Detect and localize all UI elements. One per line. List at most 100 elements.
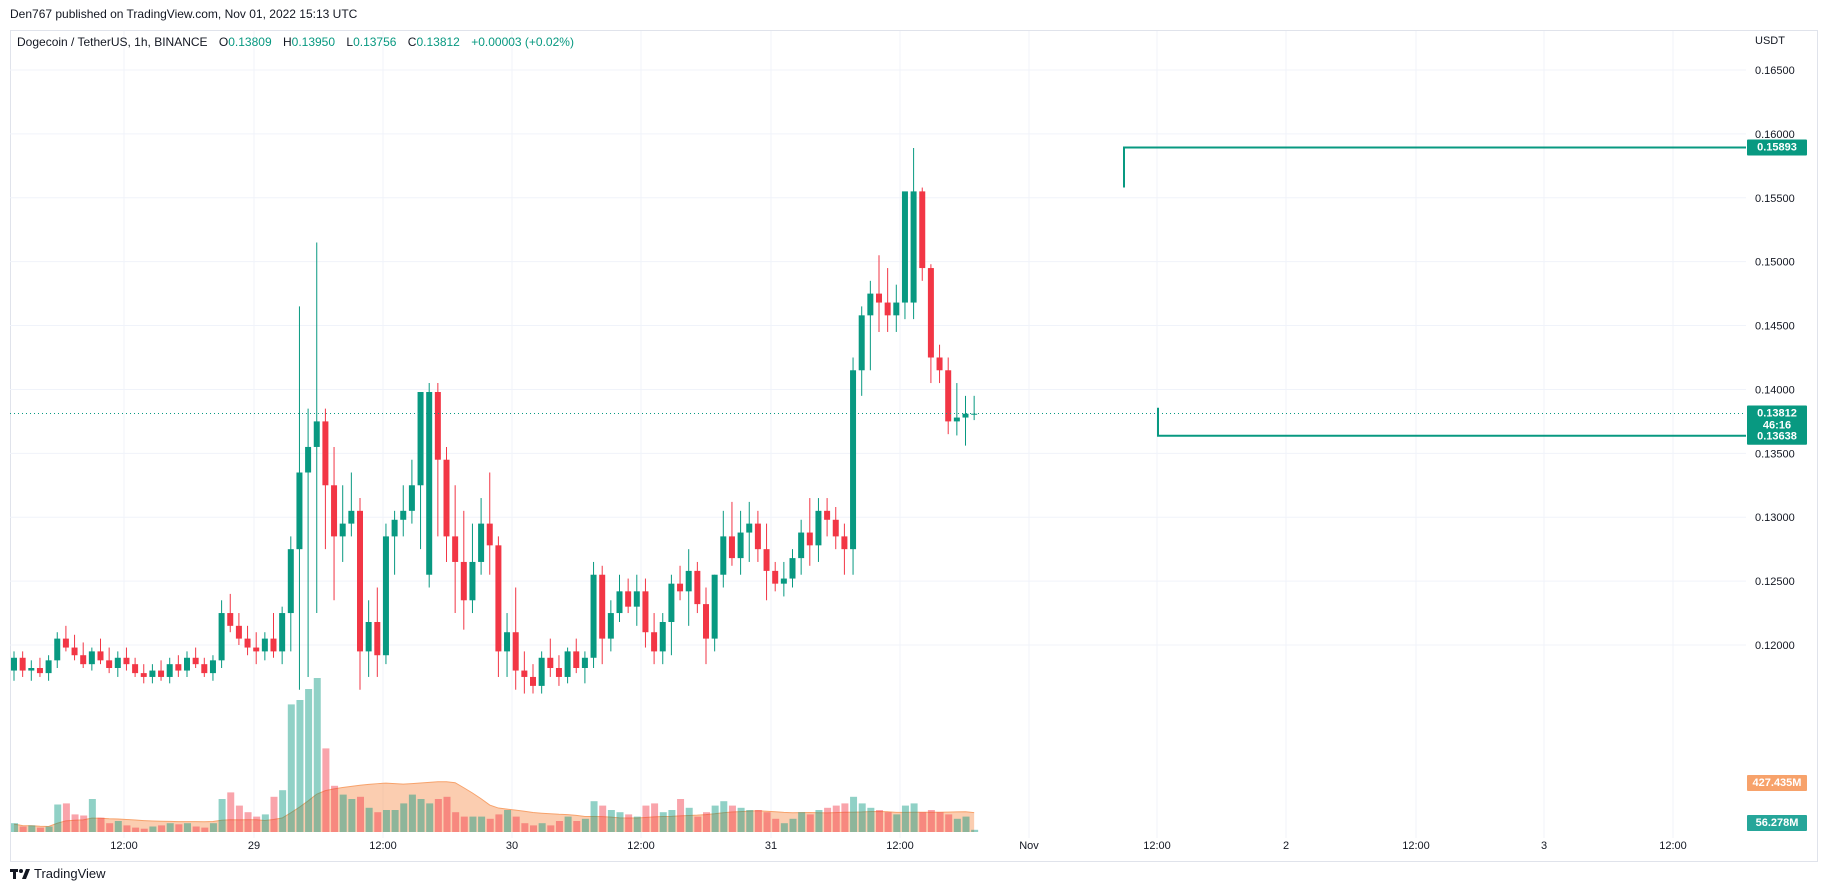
candle-body [927,268,934,358]
volume-bar [348,799,356,832]
candle-body [62,638,69,648]
candle-body [235,625,242,639]
candle-body [443,459,450,537]
volume-bar [677,799,685,832]
candle-body [339,523,346,537]
symbol-name[interactable]: Dogecoin / TetherUS, 1h, BINANCE [17,35,208,49]
resistance-badge: 0.15893 [1747,139,1807,156]
candle-body [149,670,156,677]
candle-body [564,651,571,677]
candle-body [953,417,960,422]
volume-bar [417,799,425,832]
support-line [1157,407,1746,437]
candle-body [867,293,874,316]
volume-bar [244,812,252,832]
candle-body [728,536,735,559]
candle-body [538,657,545,686]
footer-brand: TradingView [34,866,106,881]
candle-body [114,657,121,668]
volume-bar [313,678,321,832]
volume-bar [945,814,953,832]
candle-body [382,536,389,656]
candle-body [884,302,891,316]
candle-body [45,660,52,674]
volume-bar [841,803,849,832]
price-levels [10,146,1746,437]
volume-bar [166,823,174,832]
volume-bar [114,821,122,832]
candle-body [158,670,165,677]
volume-bar [400,803,408,832]
candle-body [209,660,216,674]
volume-bar [209,823,217,832]
volume-bar [763,812,771,832]
volume-bar [434,799,442,832]
volume-bar [711,805,719,832]
volume-bar [815,810,823,832]
support-badge: 0.13638 [1747,428,1807,445]
candle-body [469,561,476,601]
volume-bar [737,807,745,832]
volume-bar [149,826,157,832]
volume-bars [11,678,979,832]
candle-body [201,664,208,674]
candle-body [28,668,35,671]
volume-bar [798,812,806,832]
time-tick-label: Nov [1019,840,1039,852]
volume-bar [564,816,572,832]
change-value: +0.00003 (+0.02%) [471,35,574,49]
volume-bar [391,810,399,832]
candle-body [106,660,113,668]
grid [10,31,1746,838]
volume-bar [728,805,736,832]
volume-bar [547,825,555,832]
candle-body [305,446,312,473]
volume-bar [88,799,96,832]
volume-bar [590,801,598,832]
candle-body [261,638,268,652]
publisher-header: Den767 published on TradingView.com, Nov… [10,7,358,21]
resistance-badge-text: 0.15893 [1757,142,1797,154]
volume-ma-badge: 427.435M [1747,775,1807,791]
candle-body [140,673,147,677]
candle-body [512,632,519,671]
volume-bar [443,796,451,832]
close-label: C [407,35,417,49]
candle-body [754,523,761,550]
volume-bar [54,804,62,832]
volume-bar [720,801,728,832]
volume-bar [28,825,36,832]
candle-body [486,523,493,546]
candle-body [166,664,173,677]
candle-body [806,532,813,546]
candle-body [408,485,415,511]
candle-body [573,651,580,668]
candle-body [530,676,536,686]
volume-bar [426,803,434,832]
volume-bar [97,817,105,832]
candle-body [322,421,329,486]
volume-bar [365,807,373,832]
support-badge-bg [1747,428,1807,445]
candle-body [720,536,727,575]
time-tick-label: 2 [1283,840,1289,852]
volume-bar [953,818,961,832]
volume-bar [486,818,494,832]
candle-body [253,647,260,652]
volume-bar [962,816,970,832]
candle-body [36,668,43,674]
candle-body [607,613,614,639]
volume-bar [469,816,477,832]
candle-body [832,519,839,537]
volume-bar [659,812,667,832]
candle-body [945,370,952,422]
volume-bar [235,805,243,832]
candle-body [244,638,251,648]
volume-bar [936,812,944,832]
volume-badge-text: 56.278M [1756,817,1799,829]
current-price-badge-text: 46:16 [1763,419,1791,431]
candle-body [901,191,908,303]
candle-body [824,510,831,520]
